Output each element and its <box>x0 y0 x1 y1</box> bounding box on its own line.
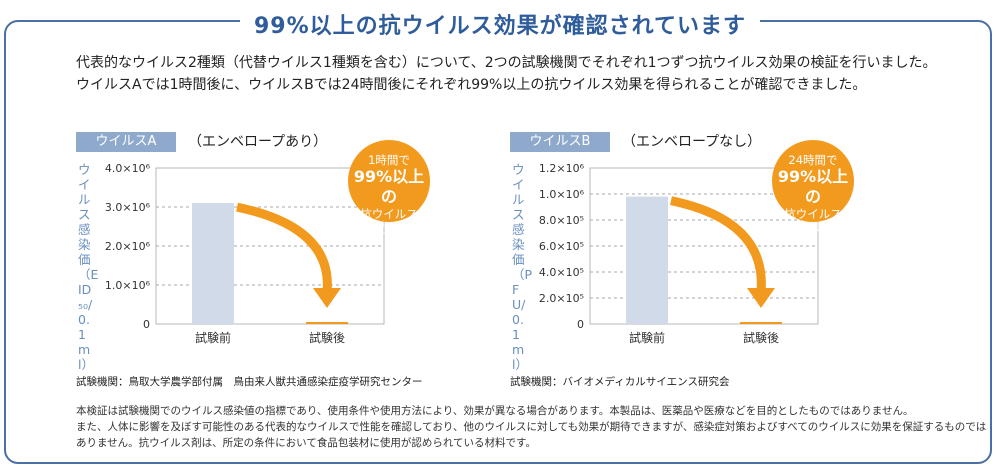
virus-b-badge-line1: 24時間で <box>788 153 838 167</box>
virus-b-badge-line4: 効果! <box>799 221 827 235</box>
y-tick-label: 4.0×10⁵ <box>539 266 584 279</box>
intro-line-2: ウイルスAでは1時間後に、ウイルスBでは24時間後にそれぞれ99%以上の抗ウイル… <box>76 77 867 93</box>
virus-a-badge: 1時間で 99%以上の 抗ウイルス 効果! <box>348 140 430 235</box>
virus-a-badge-line3: 抗ウイルス <box>360 207 418 221</box>
y-tick-label: 0 <box>143 318 150 331</box>
decrease-arrow-shaft <box>236 202 332 293</box>
y-tick-label: 4.0×10⁶ <box>105 162 151 175</box>
virus-a-y-axis-label: ウイルス感染価（EID₅₀/0.1ml） <box>78 162 99 372</box>
virus-b-badge-line2: 99%以上の <box>777 167 849 206</box>
y-tick-label: 8.0×10⁵ <box>539 214 584 227</box>
bar-after <box>740 322 782 324</box>
y-tick-label: 6.0×10⁵ <box>539 240 584 253</box>
y-tick-label: 0 <box>577 318 584 331</box>
decrease-arrow-shaft <box>670 196 766 293</box>
virus-b-tag: ウイルスB <box>510 132 610 152</box>
x-tick-label: 試験後 <box>309 330 345 345</box>
chart-block-virus-b: ウイルスB （エンベロープなし） ウイルス感染価（PFU/0.1ml） 0 2.0… <box>510 132 930 372</box>
decrease-arrow-head <box>747 288 775 308</box>
page-title: 99%以上の抗ウイルス効果が確認されています <box>240 8 760 40</box>
bar-after <box>306 322 348 324</box>
virus-a-badge-line2: 99%以上の <box>353 167 425 206</box>
virus-b-desc: （エンベロープなし） <box>622 134 762 150</box>
decrease-arrow-head <box>313 288 341 308</box>
y-tick-label: 3.0×10⁶ <box>105 201 151 214</box>
x-tick-label: 試験後 <box>743 330 779 345</box>
virus-a-source: 試験機関：鳥取大学農学部付属 鳥由来人獣共通感染症疫学研究センター <box>76 376 423 388</box>
note-line-1: 本検証は試験機関でのウイルス感染値の指標であり、使用条件や使用方法により、効果が… <box>76 405 914 417</box>
note-line-2: また、人体に影響を及ぼす可能性のある代表的なウイルスで性能を確認しており、他のウ… <box>76 421 987 433</box>
virus-a-badge-line4: 効果! <box>375 221 403 235</box>
y-tick-label: 1.0×10⁶ <box>539 188 585 201</box>
virus-b-badge-line3: 抗ウイルス <box>784 207 842 221</box>
virus-a-chart: 0 1.0×10⁶ 2.0×10⁶ 3.0×10⁶ 4.0×10⁶ 試験前 試験後 <box>105 162 385 345</box>
intro-line-1: 代表的なウイルス2種類（代替ウイルス1種類を含む）について、2つの試験機関でそれ… <box>76 55 937 71</box>
x-tick-label: 試験前 <box>195 330 231 345</box>
virus-b-y-axis-label: ウイルス感染価（PFU/0.1ml） <box>512 162 533 372</box>
virus-b-source: 試験機関：バイオメディカルサイエンス研究会 <box>510 376 730 388</box>
y-tick-label: 2.0×10⁵ <box>539 292 584 305</box>
title-wrap: 99%以上の抗ウイルス効果が確認されています <box>0 8 1000 40</box>
y-tick-label: 2.0×10⁶ <box>105 240 151 253</box>
y-tick-label: 1.0×10⁶ <box>105 279 151 292</box>
virus-a-tag: ウイルスA <box>76 132 176 152</box>
chart-block-virus-a: ウイルスA （エンベロープあり） ウイルス感染価（EID₅₀/0.1ml） 0 1… <box>76 132 496 372</box>
disclaimer-notes: 本検証は試験機関でのウイルス感染値の指標であり、使用条件や使用方法により、効果が… <box>76 403 987 451</box>
bar-before <box>192 203 234 324</box>
note-line-3: ありません。抗ウイルス剤は、所定の条件において食品包装材に使用が認められている材… <box>76 437 537 449</box>
virus-a-desc: （エンベロープあり） <box>188 134 328 150</box>
x-tick-label: 試験前 <box>629 330 665 345</box>
y-tick-label: 1.2×10⁶ <box>539 162 585 175</box>
virus-b-badge: 24時間で 99%以上の 抗ウイルス 効果! <box>772 140 854 235</box>
virus-a-badge-line1: 1時間で <box>368 153 410 167</box>
bar-before <box>626 196 668 324</box>
intro-text: 代表的なウイルス2種類（代替ウイルス1種類を含む）について、2つの試験機関でそれ… <box>76 52 976 96</box>
